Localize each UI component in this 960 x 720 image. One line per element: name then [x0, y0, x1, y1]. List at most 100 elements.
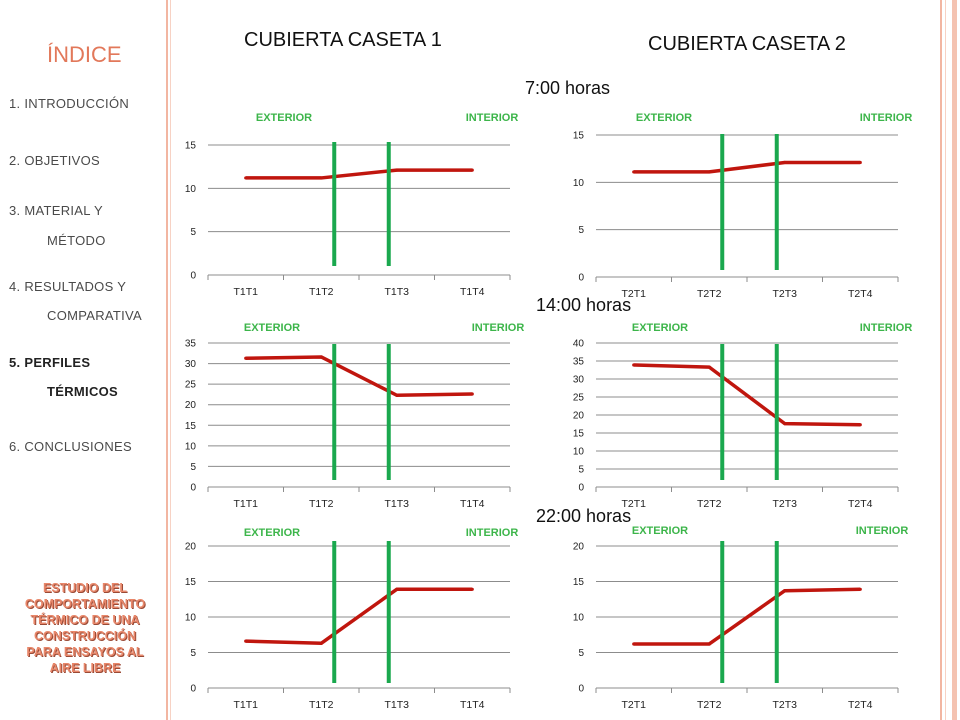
- x-tick-label: T2T4: [848, 699, 873, 711]
- x-tick-label: T2T2: [697, 699, 722, 711]
- data-point: [783, 589, 787, 593]
- y-tick-label: 10: [573, 178, 585, 189]
- y-tick-label: 0: [190, 684, 196, 695]
- y-tick-label: 15: [185, 421, 197, 432]
- series-line: [633, 363, 861, 427]
- sidebar-item-perfiles[interactable]: 5. PERFILES: [9, 355, 91, 370]
- y-tick-label: 15: [573, 429, 585, 440]
- y-tick-label: 10: [185, 184, 197, 195]
- interior-label: INTERIOR: [472, 322, 525, 334]
- sidebar-item-objetivos[interactable]: 2. OBJETIVOS: [9, 153, 101, 168]
- footer-line: AIRE LIBRE: [49, 661, 121, 675]
- data-point: [319, 176, 323, 180]
- x-tick-label: T2T3: [772, 498, 797, 510]
- series-line: [633, 160, 861, 174]
- y-tick-label: 0: [578, 273, 584, 284]
- sidebar: ÍNDICE 1. INTRODUCCIÓN 2. OBJETIVOS 3. M…: [0, 0, 168, 720]
- y-tick-label: 20: [573, 542, 585, 553]
- sidebar-footer: ESTUDIO DEL COMPORTAMIENTO TÉRMICO DE UN…: [4, 580, 166, 676]
- footer-line: PARA ENSAYOS AL: [26, 645, 144, 659]
- chart-caseta1-0700: 0 5 10 15 T1T1 T1T2 T1T3 T1T4 EXTERIOR INTERIOR: [185, 112, 519, 298]
- interior-label: INTERIOR: [860, 322, 913, 334]
- y-tick-label: 0: [190, 271, 196, 282]
- data-point: [707, 365, 711, 369]
- chart-caseta1-1400: 0 5 10 15 20 25 30 35 T1T1 T1T2 T1T3 T1T4 EXTERIOR IN…: [185, 322, 525, 510]
- x-tick-label: T1T3: [384, 699, 409, 711]
- sidebar-title: ÍNDICE: [47, 42, 122, 67]
- y-tick-label: 5: [578, 225, 584, 236]
- interior-label: INTERIOR: [856, 525, 909, 537]
- data-point: [632, 363, 636, 367]
- x-tick-label: T2T2: [697, 498, 722, 510]
- y-tick-label: 35: [185, 339, 197, 350]
- right-border-line-thin: [945, 0, 946, 720]
- y-tick-label: 15: [573, 131, 585, 142]
- exterior-label: EXTERIOR: [636, 112, 692, 124]
- y-tick-label: 5: [578, 648, 584, 659]
- interior-label: INTERIOR: [466, 112, 519, 124]
- sidebar-item-introduccion[interactable]: 1. INTRODUCCIÓN: [9, 96, 130, 111]
- sidebar-item-perfiles-line2[interactable]: TÉRMICOS: [47, 384, 119, 399]
- caseta1-header: CUBIERTA CASETA 1: [244, 29, 442, 51]
- footer-line: TÉRMICO DE UNA: [30, 613, 140, 627]
- data-point: [470, 392, 474, 396]
- data-point: [632, 642, 636, 646]
- sidebar-item-resultados[interactable]: 4. RESULTADOS Y: [9, 279, 127, 294]
- interior-label: INTERIOR: [466, 527, 519, 539]
- x-tick-label: T1T4: [460, 699, 485, 711]
- y-tick-label: 10: [185, 613, 197, 624]
- exterior-label: EXTERIOR: [244, 527, 300, 539]
- interior-label: INTERIOR: [860, 112, 913, 124]
- sidebar-divider-line-thin: [170, 0, 171, 720]
- x-tick-label: T1T4: [460, 498, 485, 510]
- sidebar-item-material-metodo-line2[interactable]: MÉTODO: [47, 233, 106, 248]
- y-tick-label: 20: [573, 411, 585, 422]
- data-point: [632, 170, 636, 174]
- data-point: [395, 587, 399, 591]
- series-line: [245, 355, 473, 398]
- data-point: [395, 168, 399, 172]
- x-tick-label: T2T1: [621, 288, 646, 300]
- x-tick-label: T1T3: [384, 286, 409, 298]
- sidebar-divider-line: [166, 0, 168, 720]
- x-tick-label: T1T2: [309, 699, 334, 711]
- x-tick-label: T2T1: [621, 498, 646, 510]
- y-tick-label: 0: [578, 684, 584, 695]
- y-tick-label: 20: [185, 400, 197, 411]
- chart-caseta2-0700: 0 5 10 15 T2T1 T2T2 T2T3 T2T4 EXTERIOR INTERIOR: [573, 112, 913, 300]
- y-tick-label: 10: [573, 613, 585, 624]
- y-tick-label: 5: [190, 462, 196, 473]
- y-tick-label: 25: [185, 380, 197, 391]
- x-tick-label: T2T3: [772, 288, 797, 300]
- time-label-2200: 22:00 horas: [536, 506, 632, 526]
- data-point: [319, 641, 323, 645]
- chart-caseta1-2200: 0 5 10 15 20 T1T1 T1T2 T1T3 T1T4 EXTERIOR INTERIOR: [185, 527, 519, 711]
- y-tick-label: 25: [573, 393, 585, 404]
- data-point: [858, 423, 862, 427]
- y-tick-label: 30: [185, 359, 197, 370]
- data-point: [707, 170, 711, 174]
- chart-caseta2-2200: 0 5 10 15 20 T2T1 T2T2 T2T3 T2T4 EXTERIOR INTERIOR: [573, 525, 909, 711]
- time-label-1400: 14:00 horas: [536, 295, 632, 315]
- series-line: [633, 587, 861, 646]
- sidebar-item-conclusiones[interactable]: 6. CONCLUSIONES: [9, 439, 132, 454]
- data-point: [470, 587, 474, 591]
- y-tick-label: 5: [190, 648, 196, 659]
- x-tick-label: T1T1: [233, 699, 258, 711]
- sidebar-item-resultados-line2[interactable]: COMPARATIVA: [47, 308, 143, 323]
- data-point: [470, 168, 474, 172]
- y-tick-label: 0: [578, 483, 584, 494]
- y-tick-label: 30: [573, 375, 585, 386]
- x-tick-label: T2T4: [848, 288, 873, 300]
- x-tick-label: T2T1: [621, 699, 646, 711]
- data-point: [858, 587, 862, 591]
- y-tick-label: 20: [185, 542, 197, 553]
- sidebar-item-material-metodo[interactable]: 3. MATERIAL Y: [9, 203, 103, 218]
- y-tick-label: 0: [190, 483, 196, 494]
- data-point: [244, 356, 248, 360]
- data-point: [319, 355, 323, 359]
- footer-line: COMPORTAMIENTO: [24, 597, 146, 611]
- exterior-label: EXTERIOR: [632, 525, 688, 537]
- y-tick-label: 35: [573, 357, 585, 368]
- data-point: [707, 642, 711, 646]
